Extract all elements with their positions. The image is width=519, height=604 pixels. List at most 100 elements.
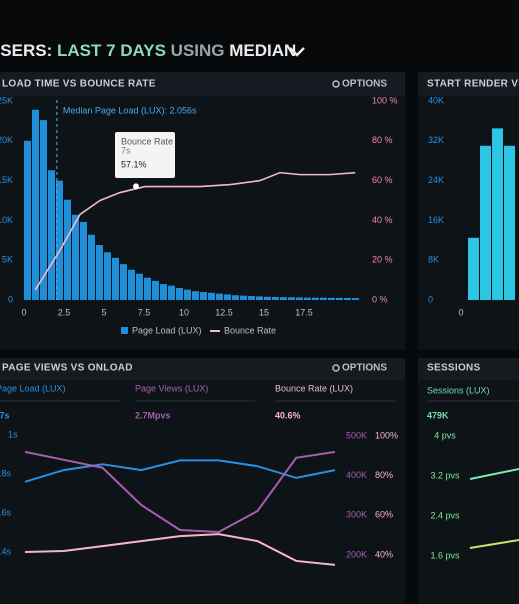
bar bbox=[336, 297, 343, 300]
options-icon[interactable] bbox=[332, 364, 340, 372]
bar bbox=[120, 264, 127, 300]
bar bbox=[144, 277, 151, 300]
metric-name: Page Views (LUX) bbox=[135, 383, 208, 393]
y2-tick-label: 80 % bbox=[372, 135, 393, 145]
y2-tick-label: 20 % bbox=[372, 255, 393, 265]
y-tick-label: 0.6s bbox=[0, 507, 12, 517]
y-tick-label: 10K bbox=[0, 215, 13, 225]
title-part: USING bbox=[171, 41, 225, 60]
x-tick-label: 10 bbox=[179, 307, 189, 317]
metric-value: 2.7Mpvs bbox=[135, 410, 171, 420]
bar bbox=[208, 292, 215, 300]
y-tick-label: 300K bbox=[346, 510, 367, 520]
bar bbox=[504, 145, 515, 300]
options-button[interactable]: OPTIONS bbox=[342, 363, 387, 374]
bar bbox=[64, 199, 71, 300]
y-tick-label: 1s bbox=[8, 429, 18, 439]
line bbox=[469, 539, 519, 549]
y-tick-label: 40K bbox=[428, 95, 444, 105]
tooltip-value: 57.1% bbox=[121, 159, 147, 169]
panel-title: START RENDER VS bbox=[427, 79, 519, 90]
bar bbox=[264, 296, 271, 300]
y-tick-label: 0.8s bbox=[0, 468, 12, 478]
x-tick-label: 15 bbox=[259, 307, 269, 317]
bar bbox=[480, 145, 491, 300]
metric-value: 479K bbox=[427, 410, 449, 420]
y-tick-label: 100% bbox=[375, 430, 398, 440]
y-tick-label: 80% bbox=[375, 470, 393, 480]
bar bbox=[468, 237, 479, 300]
bar bbox=[128, 269, 135, 300]
bar bbox=[344, 298, 351, 300]
dashboard-title: USERS: LAST 7 DAYS USING MEDIAN bbox=[0, 41, 296, 60]
line bbox=[24, 450, 336, 534]
panel bbox=[0, 358, 405, 604]
bar bbox=[224, 294, 231, 300]
bounce-line bbox=[34, 171, 356, 291]
bar bbox=[136, 273, 143, 300]
x-tick-label: 2.5 bbox=[58, 307, 71, 317]
y-tick-label: 32K bbox=[428, 135, 444, 145]
tooltip-x: 7s bbox=[121, 145, 131, 155]
dropdown-icon[interactable] bbox=[289, 47, 305, 57]
bar bbox=[168, 285, 175, 300]
y2-tick-label: 100 % bbox=[372, 95, 398, 105]
bar bbox=[72, 214, 79, 300]
tooltip-title: Bounce Rate bbox=[121, 136, 173, 146]
bar bbox=[492, 128, 503, 300]
bar bbox=[24, 140, 31, 300]
bar bbox=[320, 297, 327, 300]
options-button[interactable]: OPTIONS bbox=[342, 79, 387, 90]
bar bbox=[272, 296, 279, 300]
bar bbox=[88, 234, 95, 300]
panel-header bbox=[0, 72, 405, 96]
x-tick-label: 0 bbox=[21, 307, 26, 317]
tooltip-point bbox=[133, 183, 139, 190]
title-part: LAST 7 DAYS bbox=[57, 41, 166, 60]
bar bbox=[200, 292, 207, 300]
tooltip bbox=[115, 132, 175, 178]
bar bbox=[248, 296, 255, 300]
bar bbox=[152, 280, 159, 300]
panel bbox=[418, 358, 519, 604]
bar bbox=[32, 109, 39, 300]
y-tick-label: 3.2 pvs bbox=[430, 470, 460, 480]
panel bbox=[418, 72, 519, 350]
bar bbox=[40, 120, 47, 300]
y-tick-label: 0 bbox=[428, 294, 433, 304]
bar bbox=[232, 295, 239, 300]
title-part: MEDIAN bbox=[229, 41, 296, 60]
y-tick-label: 25K bbox=[0, 95, 13, 105]
bar bbox=[296, 297, 303, 300]
x-tick-label: 0 bbox=[458, 307, 463, 317]
line bbox=[24, 533, 336, 566]
median-label: Median Page Load (LUX): 2.056s bbox=[63, 105, 197, 115]
bar bbox=[184, 289, 191, 300]
panel-header bbox=[0, 358, 405, 380]
y-tick-label: 5K bbox=[2, 255, 13, 265]
metric-value: 0.7s bbox=[0, 410, 10, 420]
bar bbox=[112, 257, 119, 300]
bar bbox=[104, 252, 111, 300]
options-icon[interactable] bbox=[332, 80, 340, 88]
bar bbox=[56, 180, 63, 300]
y-tick-label: 4 pvs bbox=[434, 430, 456, 440]
panel-header bbox=[418, 358, 519, 380]
panel-title: LOAD TIME VS BOUNCE RATE bbox=[2, 79, 156, 90]
bar bbox=[192, 291, 199, 300]
y2-tick-label: 60 % bbox=[372, 175, 393, 185]
y-tick-label: 40% bbox=[375, 549, 393, 559]
y-tick-label: 2.4 pvs bbox=[430, 510, 460, 520]
bar bbox=[312, 297, 319, 300]
metric-value: 40.6% bbox=[275, 410, 301, 420]
y2-tick-label: 40 % bbox=[372, 215, 393, 225]
x-tick-label: 12.5 bbox=[215, 307, 233, 317]
legend-label: Page Load (LUX) bbox=[132, 325, 202, 335]
bar bbox=[160, 284, 167, 300]
bar bbox=[288, 297, 295, 300]
y-tick-label: 20K bbox=[0, 135, 13, 145]
bar bbox=[240, 295, 247, 300]
x-tick-label: 17.5 bbox=[295, 307, 313, 317]
bar bbox=[216, 293, 223, 300]
